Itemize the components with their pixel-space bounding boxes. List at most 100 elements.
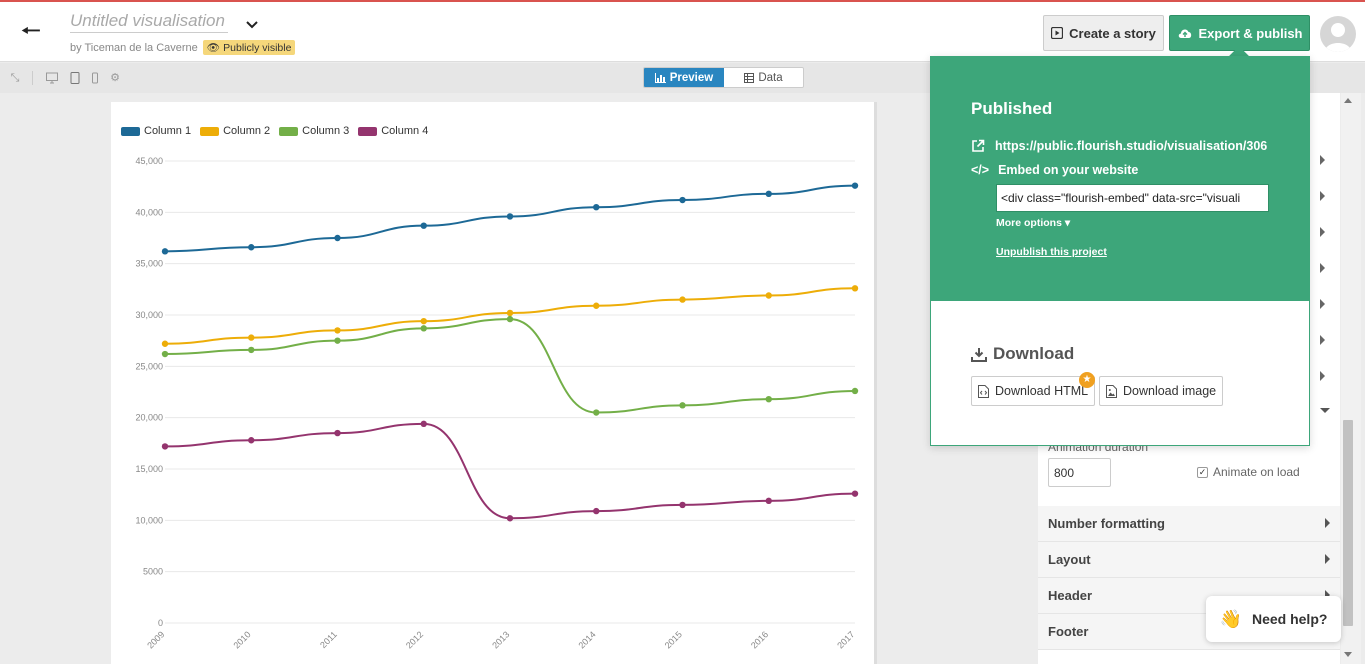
section-layout[interactable]: Layout bbox=[1038, 542, 1340, 578]
data-point bbox=[248, 437, 255, 444]
more-options-label: More options bbox=[996, 217, 1062, 229]
y-tick-label: 5000 bbox=[143, 567, 163, 577]
chevron-right-icon[interactable] bbox=[1320, 335, 1325, 345]
eye-icon: 👁 bbox=[206, 42, 221, 54]
chevron-right-icon bbox=[1325, 518, 1330, 528]
chevron-down-icon[interactable] bbox=[1320, 407, 1330, 415]
embed-code-field[interactable]: <div class="flourish-embed" data-src="vi… bbox=[996, 184, 1269, 212]
section-number-formatting[interactable]: Number formatting bbox=[1038, 506, 1340, 542]
expand-icon[interactable]: ⤡ bbox=[10, 72, 20, 84]
y-tick-label: 25,000 bbox=[135, 361, 163, 371]
waving-hand-icon: 👋 bbox=[1219, 608, 1242, 629]
legend-item[interactable]: Column 4 bbox=[358, 125, 428, 137]
embed-heading: </> Embed on your website bbox=[971, 163, 1138, 177]
data-point bbox=[161, 340, 169, 347]
y-tick-label: 20,000 bbox=[135, 413, 163, 423]
chevron-down-icon[interactable] bbox=[244, 16, 260, 32]
chevron-right-icon[interactable] bbox=[1320, 371, 1325, 381]
caret-down-icon: ▾ bbox=[1064, 217, 1071, 229]
visibility-badge-label: Publicly visible bbox=[223, 41, 292, 54]
desktop-icon[interactable] bbox=[46, 72, 58, 84]
section-label: Number formatting bbox=[1048, 516, 1165, 531]
tab-data[interactable]: Data bbox=[724, 68, 803, 87]
data-point bbox=[161, 248, 169, 255]
need-help-button[interactable]: 👋 Need help? bbox=[1206, 596, 1341, 642]
animation-duration-input[interactable] bbox=[1048, 458, 1111, 487]
create-story-button[interactable]: Create a story bbox=[1043, 15, 1164, 51]
chevron-right-icon[interactable] bbox=[1320, 227, 1325, 237]
legend-swatch bbox=[358, 126, 378, 136]
y-tick-label: 30,000 bbox=[135, 310, 163, 320]
section-label: Layout bbox=[1048, 552, 1091, 567]
published-title: Published bbox=[971, 99, 1053, 118]
top-bar: 🠐 Untitled visualisation by Ticeman de l… bbox=[0, 0, 1365, 62]
scroll-up-icon[interactable] bbox=[1344, 98, 1352, 103]
x-tick-label: 2010 bbox=[231, 629, 252, 650]
data-point bbox=[765, 395, 772, 403]
x-tick-label: 2014 bbox=[576, 629, 597, 650]
legend-label: Column 2 bbox=[223, 125, 271, 137]
legend-swatch bbox=[279, 126, 299, 136]
download-title: Download bbox=[993, 344, 1075, 363]
line-chart: 0 5000 10,000 15,000 20,000 25,000 30,000 35,00… bbox=[135, 156, 859, 651]
export-publish-label: Export & publish bbox=[1198, 25, 1303, 41]
legend-label: Column 3 bbox=[302, 125, 350, 137]
animate-on-load-checkbox[interactable]: ✓ bbox=[1197, 467, 1208, 478]
legend-item[interactable]: Column 1 bbox=[121, 125, 191, 137]
unpublish-link[interactable]: Unpublish this project bbox=[996, 246, 1107, 258]
table-icon bbox=[744, 72, 755, 83]
tab-preview[interactable]: Preview bbox=[644, 68, 724, 87]
data-point bbox=[420, 222, 427, 229]
y-tick-label: 40,000 bbox=[135, 207, 163, 217]
more-options-toggle[interactable]: More options ▾ bbox=[996, 217, 1070, 229]
data-point bbox=[679, 402, 686, 409]
data-point bbox=[679, 196, 686, 204]
y-tick-label: 35,000 bbox=[135, 259, 163, 269]
toolbar-divider bbox=[32, 71, 33, 85]
external-link-icon bbox=[972, 139, 985, 152]
scrollbar-thumb[interactable] bbox=[1343, 420, 1353, 626]
data-point bbox=[765, 190, 772, 198]
data-point bbox=[765, 497, 772, 505]
chevron-right-icon[interactable] bbox=[1320, 191, 1325, 201]
data-point bbox=[593, 302, 600, 309]
public-url[interactable]: https://public.flourish.studio/visualisa… bbox=[995, 139, 1268, 153]
data-point bbox=[334, 429, 341, 437]
download-image-button[interactable]: Download image bbox=[1099, 376, 1224, 406]
animate-on-load-label: Animate on load bbox=[1213, 465, 1300, 479]
export-publish-button[interactable]: Export & publish bbox=[1169, 15, 1310, 51]
public-link[interactable]: https://public.flourish.studio/visualisa… bbox=[971, 139, 1271, 153]
user-avatar[interactable] bbox=[1320, 16, 1356, 52]
series-line bbox=[164, 422, 856, 520]
tablet-icon[interactable] bbox=[69, 72, 81, 84]
data-point bbox=[506, 213, 514, 220]
chevron-right-icon[interactable] bbox=[1320, 263, 1325, 273]
data-point bbox=[851, 387, 859, 395]
mobile-icon[interactable] bbox=[89, 72, 101, 84]
legend-item[interactable]: Column 2 bbox=[200, 125, 270, 137]
y-tick-label: 45,000 bbox=[135, 156, 163, 166]
visualisation-title[interactable]: Untitled visualisation bbox=[70, 11, 228, 33]
x-tick-label: 2017 bbox=[835, 629, 856, 650]
y-tick-label: 0 bbox=[158, 618, 163, 628]
gear-icon[interactable]: ⚙ bbox=[110, 72, 120, 84]
data-point bbox=[248, 334, 255, 341]
download-html-button[interactable]: Download HTML bbox=[971, 376, 1096, 406]
back-arrow-icon[interactable]: 🠐 bbox=[21, 18, 41, 43]
data-point bbox=[851, 182, 859, 189]
data-point bbox=[506, 515, 514, 522]
download-image-label: Download image bbox=[1123, 384, 1217, 398]
data-point bbox=[334, 234, 341, 242]
y-tick-label: 15,000 bbox=[135, 464, 163, 474]
user-icon bbox=[1325, 23, 1351, 52]
chevron-right-icon[interactable] bbox=[1320, 299, 1325, 309]
x-tick-label: 2013 bbox=[490, 629, 511, 650]
x-tick-label: 2015 bbox=[663, 629, 684, 650]
scroll-down-icon[interactable] bbox=[1344, 652, 1352, 657]
legend-label: Column 1 bbox=[144, 125, 192, 137]
download-heading: Download bbox=[971, 344, 1074, 364]
legend-item[interactable]: Column 3 bbox=[279, 125, 349, 137]
chevron-right-icon[interactable] bbox=[1320, 155, 1325, 165]
data-point bbox=[420, 317, 427, 325]
x-tick-label: 2011 bbox=[318, 629, 339, 650]
